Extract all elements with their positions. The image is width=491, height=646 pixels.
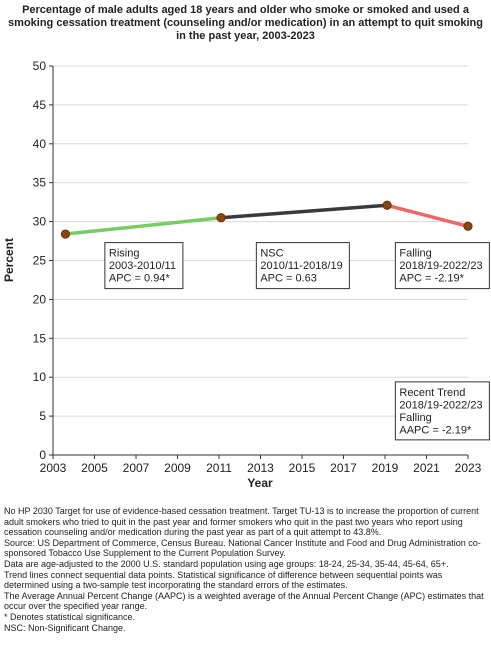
trend-box-frame — [255, 242, 350, 290]
trend-box-text: 2010/11-2018/19 — [260, 260, 342, 272]
x-tick-label: 2009 — [164, 461, 191, 475]
y-axis-label: Percent — [2, 238, 16, 282]
trend-lines — [63, 203, 470, 236]
trend-box-frame — [394, 381, 490, 441]
trend-box-text: NSC — [260, 248, 283, 260]
x-tick-label: 2005 — [81, 461, 108, 475]
y-tick-label: 15 — [33, 331, 47, 345]
y-tick-label: 20 — [33, 292, 47, 306]
x-tick-label: 2007 — [123, 461, 150, 475]
x-tick-label: 2017 — [330, 461, 357, 475]
note-nsc: NSC: Non-Significant Change. — [4, 622, 126, 633]
y-tick-label: 45 — [33, 98, 47, 112]
y-tick-label: 50 — [33, 59, 47, 73]
note-aapc: The Average Annual Percent Change (AAPC)… — [4, 590, 484, 612]
trend-box-text: Recent Trend — [399, 387, 465, 399]
trend-segment — [219, 203, 389, 220]
line-chart: 0 5 10 15 20 25 30 35 40 45 50 2003 2005 2007 2009 201… — [2, 59, 490, 490]
y-tick-label: 35 — [33, 176, 47, 190]
x-tick-label: 2003 — [40, 461, 67, 475]
grid-lines — [53, 65, 468, 417]
data-point — [382, 200, 392, 210]
data-point — [216, 213, 226, 223]
chart-notes: No HP 2030 Target for use of evidence-ba… — [4, 506, 488, 633]
trend-box-text: Falling — [399, 248, 431, 260]
trend-box-text: 2003-2010/11 — [109, 260, 176, 272]
chart-title: Percentage of male adults aged 18 years … — [8, 4, 483, 42]
trend-box-frame — [104, 242, 184, 290]
trend-box-text: APC = 0.63 — [260, 273, 317, 285]
trend-box-text: AAPC = -2.19* — [399, 424, 472, 436]
trend-box-text: Falling — [399, 412, 431, 424]
trend-box-frame — [394, 242, 490, 290]
trend-segment — [385, 203, 470, 229]
data-points — [60, 200, 473, 239]
y-tick-label: 0 — [39, 448, 46, 462]
trend-box-text: APC = 0.94* — [109, 273, 171, 285]
x-tick-label: 2021 — [413, 461, 440, 475]
data-point — [60, 229, 71, 239]
note-trend-lines: Trend lines connect sequential data poin… — [4, 569, 443, 591]
note-hp2030: No HP 2030 Target for use of evidence-ba… — [4, 506, 479, 538]
note-age-adjusted: Data are age-adjusted to the 2000 U.S. s… — [4, 558, 449, 569]
trend-segment — [63, 215, 223, 236]
trend-box-text: 2018/19-2022/23 — [399, 260, 482, 272]
y-tick-label: 25 — [33, 254, 47, 268]
x-tick-label: 2023 — [455, 461, 482, 475]
y-tick-label: 40 — [33, 137, 47, 151]
trend-box-text: APC = -2.19* — [399, 273, 464, 285]
note-source: Source: US Department of Commerce, Censu… — [4, 537, 481, 559]
trend-box-text: Rising — [109, 248, 140, 260]
y-tick-label: 30 — [33, 215, 47, 229]
x-tick-label: 2019 — [372, 461, 399, 475]
y-axis-ticks: 0 5 10 15 20 25 30 35 40 45 50 — [33, 59, 53, 462]
trend-box-text: 2018/19-2022/23 — [399, 399, 482, 411]
y-tick-label: 10 — [33, 370, 47, 384]
x-tick-label: 2013 — [247, 461, 274, 475]
x-tick-label: 2011 — [206, 461, 232, 475]
x-axis-label: Year — [247, 476, 273, 490]
note-significance: * Denotes statistical significance. — [4, 611, 136, 622]
y-tick-label: 5 — [39, 409, 46, 423]
x-axis-ticks: 2003 2005 2007 2009 2011 2013 2015 2017 2019 2021… — [40, 455, 482, 475]
data-point — [463, 221, 473, 231]
x-tick-label: 2015 — [289, 461, 316, 475]
